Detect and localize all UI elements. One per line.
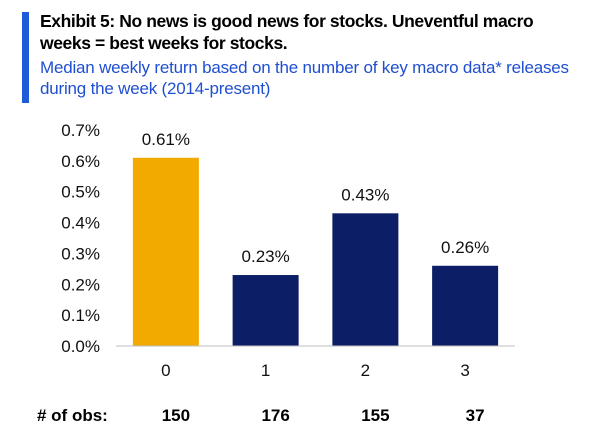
- y-axis: 0.0% 0.1% 0.2% 0.3% 0.4% 0.5% 0.6% 0.7%: [61, 121, 100, 356]
- obs-count: 155: [361, 406, 389, 425]
- accent-bar: [22, 12, 29, 103]
- bar-2: [332, 213, 399, 346]
- obs-count: 37: [466, 406, 485, 425]
- bar-data-label: 0.26%: [441, 238, 489, 257]
- x-tick-label: 3: [460, 361, 469, 380]
- bar-0: [132, 157, 199, 346]
- bar-3: [432, 265, 499, 346]
- obs-row-label: # of obs:: [37, 406, 108, 425]
- obs-count: 150: [162, 406, 190, 425]
- chart-subtitle: Median weekly return based on the number…: [40, 58, 569, 98]
- bar-data-label: 0.23%: [242, 247, 290, 266]
- x-axis: 0 1 2 3: [116, 345, 515, 380]
- bars: [132, 157, 499, 346]
- x-tick-label: 0: [161, 361, 170, 380]
- y-tick-label: 0.4%: [61, 214, 100, 233]
- bar-data-label: 0.43%: [341, 185, 389, 204]
- y-tick-label: 0.2%: [61, 275, 100, 294]
- y-tick-label: 0.3%: [61, 244, 100, 263]
- obs-count: 176: [261, 406, 289, 425]
- bar-data-label: 0.61%: [142, 130, 190, 149]
- bar-1: [232, 275, 299, 346]
- y-tick-label: 0.0%: [61, 337, 100, 356]
- y-tick-label: 0.1%: [61, 306, 100, 325]
- x-tick-label: 1: [261, 361, 270, 380]
- y-tick-label: 0.6%: [61, 152, 100, 171]
- bar-data-labels: 0.61% 0.23% 0.43% 0.26%: [142, 130, 489, 266]
- y-tick-label: 0.7%: [61, 121, 100, 140]
- y-tick-label: 0.5%: [61, 183, 100, 202]
- observations-row: # of obs: 150 176 155 37: [37, 406, 485, 425]
- x-tick-label: 2: [361, 361, 370, 380]
- chart-title: Exhibit 5: No news is good news for stoc…: [40, 11, 534, 53]
